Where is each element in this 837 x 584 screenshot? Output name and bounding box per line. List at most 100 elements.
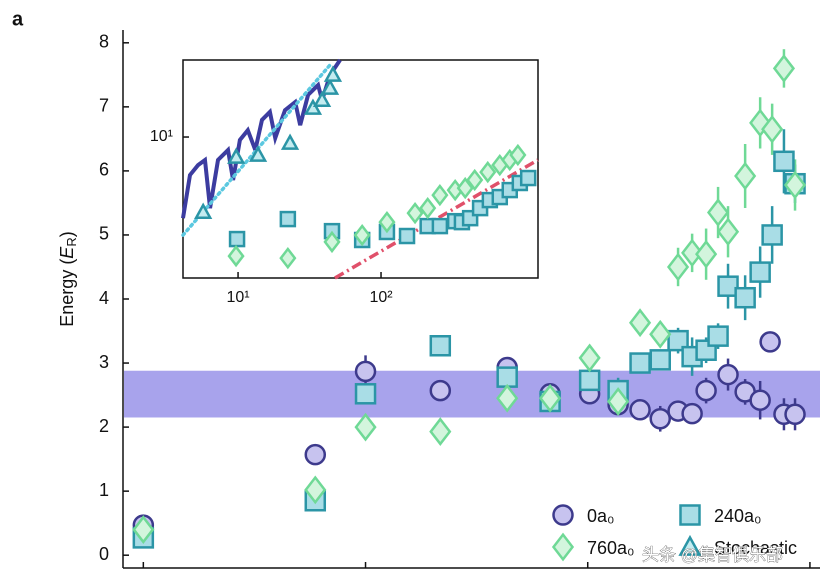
legend-label: 0a₀ bbox=[587, 506, 615, 526]
diamond-marker bbox=[354, 412, 377, 442]
square-marker bbox=[228, 230, 246, 248]
triangle-marker bbox=[303, 98, 323, 115]
triangle-marker bbox=[312, 90, 332, 108]
y-tick-label: 7 bbox=[99, 96, 109, 116]
diamond-marker bbox=[456, 176, 474, 200]
square-marker bbox=[749, 261, 771, 283]
y-axis-label-part: ) bbox=[57, 231, 77, 237]
diamond-marker bbox=[466, 168, 484, 192]
diamond-marker bbox=[666, 252, 690, 282]
square-marker bbox=[578, 369, 601, 392]
square-marker bbox=[429, 335, 452, 357]
y-axis-label-part: E bbox=[57, 246, 77, 259]
diamond-marker bbox=[628, 308, 652, 338]
square-marker bbox=[667, 329, 689, 352]
diamond-marker bbox=[681, 238, 704, 268]
circle-marker bbox=[552, 504, 574, 526]
circle-marker bbox=[304, 443, 327, 466]
legend-label: Stochastic bbox=[714, 538, 797, 558]
diamond-marker bbox=[429, 417, 452, 446]
circle-marker bbox=[649, 408, 671, 430]
triangle-marker bbox=[280, 133, 300, 150]
diamond-marker bbox=[378, 210, 396, 234]
square-marker bbox=[431, 217, 449, 235]
line bbox=[181, 58, 342, 219]
diamond-marker bbox=[304, 475, 327, 505]
line bbox=[334, 158, 539, 280]
diamond-marker bbox=[783, 170, 807, 200]
diamond-marker bbox=[695, 239, 718, 269]
diamond-marker bbox=[431, 183, 449, 207]
y-axis-label-part: Energy ( bbox=[57, 259, 77, 327]
panel-label: a bbox=[12, 8, 24, 30]
y-tick-label: 3 bbox=[99, 352, 109, 372]
diamond-marker bbox=[706, 198, 730, 227]
diamond-marker bbox=[578, 343, 601, 373]
triangle-marker bbox=[227, 147, 246, 164]
y-axis-label: Energy (ER) bbox=[57, 231, 80, 326]
triangle-marker bbox=[678, 534, 702, 556]
diamond-marker bbox=[419, 196, 437, 220]
square-marker bbox=[354, 383, 377, 405]
square-marker bbox=[649, 349, 671, 371]
legend-label: 240a₀ bbox=[714, 506, 762, 526]
diamond-marker bbox=[406, 202, 424, 225]
main-plot: 0 1 2 3 4 5 6 7 8 Energy (ER) bbox=[57, 30, 820, 569]
diamond-marker bbox=[551, 532, 575, 562]
square-marker bbox=[629, 352, 651, 374]
square-marker bbox=[734, 286, 756, 309]
triangle-marker bbox=[194, 202, 213, 219]
triangle-marker bbox=[320, 78, 340, 95]
y-tick-label: 2 bbox=[99, 416, 109, 436]
square-marker bbox=[496, 366, 518, 388]
y-tick-label: 0 bbox=[99, 544, 109, 564]
circle-marker bbox=[784, 403, 806, 426]
y-tick-label: 4 bbox=[99, 288, 109, 308]
y-tick-label: 5 bbox=[99, 224, 109, 244]
diamond-marker bbox=[607, 387, 630, 416]
diamond-marker bbox=[132, 515, 155, 544]
circle-marker bbox=[749, 389, 771, 411]
y-tick-label: 8 bbox=[99, 32, 109, 52]
legend: 0a₀ 240a₀ 760a₀ Stochastic bbox=[551, 504, 797, 562]
square-marker bbox=[398, 227, 416, 245]
square-marker bbox=[519, 169, 537, 187]
diamond-marker bbox=[539, 383, 562, 413]
y-tick-label: 6 bbox=[99, 160, 109, 180]
diamond-marker bbox=[323, 230, 341, 254]
circle-marker bbox=[681, 402, 703, 425]
inset-frame bbox=[182, 59, 539, 279]
circle-marker bbox=[629, 399, 651, 421]
square-marker bbox=[761, 224, 783, 246]
diamond-marker bbox=[496, 383, 519, 413]
circle-marker bbox=[354, 360, 377, 383]
circle-marker bbox=[717, 363, 739, 386]
inset: 10¹ 10¹ 10² bbox=[150, 58, 539, 306]
circle-marker bbox=[695, 379, 717, 402]
triangle-marker bbox=[248, 145, 268, 162]
diamond-marker bbox=[509, 143, 527, 167]
triangle-marker bbox=[323, 65, 343, 82]
diamond-marker bbox=[734, 161, 757, 191]
square-marker bbox=[279, 210, 297, 228]
square-marker bbox=[707, 325, 729, 347]
circle-marker bbox=[429, 379, 452, 402]
y-tick-label: 1 bbox=[99, 480, 109, 500]
diamond-marker bbox=[716, 217, 740, 247]
diamond-marker bbox=[279, 246, 297, 270]
x-tick-label: 10¹ bbox=[226, 289, 249, 306]
y-axis-label-part: R bbox=[64, 237, 79, 246]
square-marker bbox=[679, 504, 701, 526]
diamond-marker bbox=[353, 223, 371, 247]
y-tick-label: 10¹ bbox=[150, 128, 173, 145]
diamond-marker bbox=[227, 244, 245, 268]
legend-label: 760a₀ bbox=[587, 538, 635, 558]
square-marker bbox=[717, 275, 739, 297]
square-marker bbox=[773, 150, 795, 173]
diamond-marker bbox=[649, 319, 672, 349]
diamond-marker bbox=[479, 160, 497, 184]
watermark: 头条 @集智俱乐部 bbox=[642, 545, 783, 564]
diamond-marker bbox=[772, 54, 796, 83]
circle-marker bbox=[759, 331, 781, 353]
